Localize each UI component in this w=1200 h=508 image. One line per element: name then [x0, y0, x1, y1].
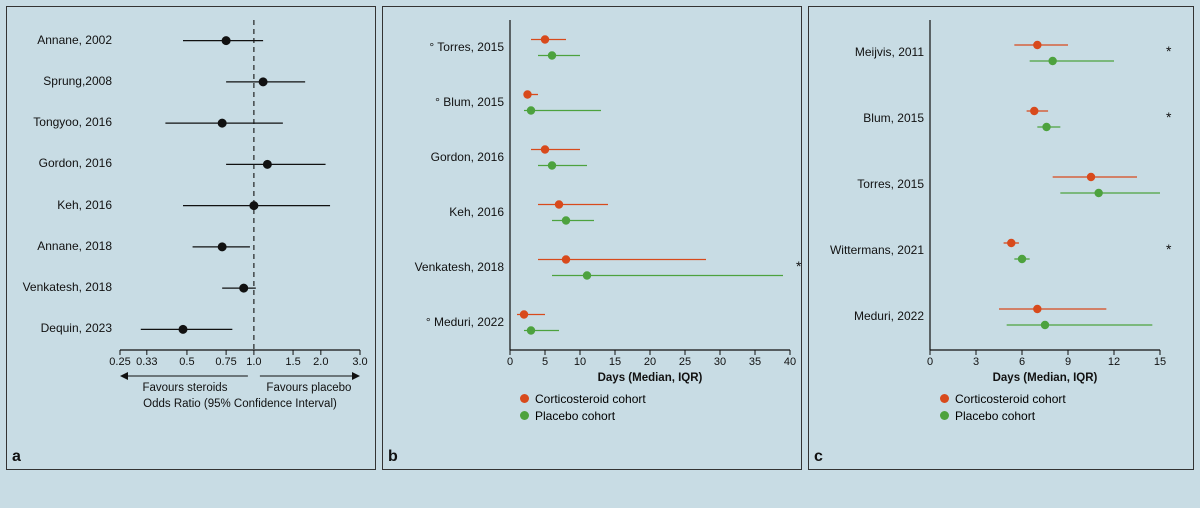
- iqr-plot-c: [930, 20, 1160, 350]
- legend-item-placebo: Placebo cohort: [940, 407, 1066, 424]
- forest-study-label: Venkatesh, 2018: [2, 280, 112, 294]
- iqr-study-label-c: Torres, 2015: [804, 177, 924, 191]
- legend-dot-placebo: [940, 411, 949, 420]
- panel-b-letter: b: [388, 448, 398, 466]
- iqr-study-label-b: Keh, 2016: [384, 205, 504, 219]
- legend-item-placebo: Placebo cohort: [520, 407, 646, 424]
- forest-study-label: Gordon, 2016: [2, 156, 112, 170]
- xtick-b: 30: [714, 356, 726, 368]
- legend-label-cortico: Corticosteroid cohort: [955, 392, 1066, 406]
- panel-a-letter: a: [12, 448, 21, 466]
- iqr-study-label-b: Venkatesh, 2018: [384, 260, 504, 274]
- forest-xtick: 2.0: [313, 356, 328, 368]
- xtick-c: 12: [1108, 356, 1120, 368]
- forest-study-label: Keh, 2016: [2, 198, 112, 212]
- legend-label-placebo: Placebo cohort: [535, 409, 615, 423]
- xtick-b: 20: [644, 356, 656, 368]
- panel-c-letter: c: [814, 448, 823, 466]
- forest-xtick: 0.25: [109, 356, 130, 368]
- forest-xtick: 3.0: [352, 356, 367, 368]
- forest-plot: [120, 20, 360, 350]
- forest-favours-left: Favours steroids: [120, 382, 250, 394]
- iqr-study-label-b: Gordon, 2016: [384, 150, 504, 164]
- legend-label-cortico: Corticosteroid cohort: [535, 392, 646, 406]
- asterisk-c: *: [1166, 109, 1171, 125]
- x-axis-label-c: Days (Median, IQR): [930, 372, 1160, 384]
- xtick-b: 15: [609, 356, 621, 368]
- xtick-c: 6: [1019, 356, 1025, 368]
- xtick-b: 10: [574, 356, 586, 368]
- forest-xtick: 0.33: [136, 356, 157, 368]
- iqr-study-label-c: Blum, 2015: [804, 111, 924, 125]
- xtick-b: 35: [749, 356, 761, 368]
- forest-study-label: Sprung,2008: [2, 74, 112, 88]
- legend-dot-cortico: [520, 394, 529, 403]
- legend-dot-placebo: [520, 411, 529, 420]
- legend-dot-cortico: [940, 394, 949, 403]
- asterisk-b: *: [796, 258, 801, 274]
- iqr-study-label-b: ° Meduri, 2022: [384, 315, 504, 329]
- xtick-b: 0: [507, 356, 513, 368]
- iqr-study-label-c: Wittermans, 2021: [804, 243, 924, 257]
- xtick-c: 9: [1065, 356, 1071, 368]
- x-axis-label-b: Days (Median, IQR): [510, 372, 790, 384]
- iqr-study-label-b: ° Blum, 2015: [384, 95, 504, 109]
- figure-root: Annane, 2002 Sprung,2008 Tongyoo, 2016 Gord…: [0, 0, 1200, 508]
- forest-favours-right: Favours placebo: [258, 382, 360, 394]
- forest-xtick: 0.5: [179, 356, 194, 368]
- forest-caption: Odds Ratio (95% Confidence Interval): [100, 398, 380, 410]
- legend-b: Corticosteroid cohort Placebo cohort: [520, 390, 646, 424]
- xtick-c: 15: [1154, 356, 1166, 368]
- forest-study-label: Tongyoo, 2016: [2, 115, 112, 129]
- xtick-b: 5: [542, 356, 548, 368]
- iqr-study-label-c: Meduri, 2022: [804, 309, 924, 323]
- forest-xtick: 1.5: [285, 356, 300, 368]
- asterisk-c: *: [1166, 241, 1171, 257]
- forest-study-label: Annane, 2002: [2, 33, 112, 47]
- forest-study-label: Dequin, 2023: [2, 321, 112, 335]
- forest-study-label: Annane, 2018: [2, 239, 112, 253]
- legend-item-cortico: Corticosteroid cohort: [940, 390, 1066, 407]
- xtick-b: 25: [679, 356, 691, 368]
- iqr-study-label-c: Meijvis, 2011: [804, 45, 924, 59]
- forest-xtick: 1.0: [246, 356, 261, 368]
- iqr-study-label-b: ° Torres, 2015: [384, 40, 504, 54]
- legend-item-cortico: Corticosteroid cohort: [520, 390, 646, 407]
- xtick-b: 40: [784, 356, 796, 368]
- xtick-c: 3: [973, 356, 979, 368]
- xtick-c: 0: [927, 356, 933, 368]
- iqr-plot-b: [510, 20, 790, 350]
- legend-c: Corticosteroid cohort Placebo cohort: [940, 390, 1066, 424]
- forest-xtick: 0.75: [215, 356, 236, 368]
- legend-label-placebo: Placebo cohort: [955, 409, 1035, 423]
- asterisk-c: *: [1166, 43, 1171, 59]
